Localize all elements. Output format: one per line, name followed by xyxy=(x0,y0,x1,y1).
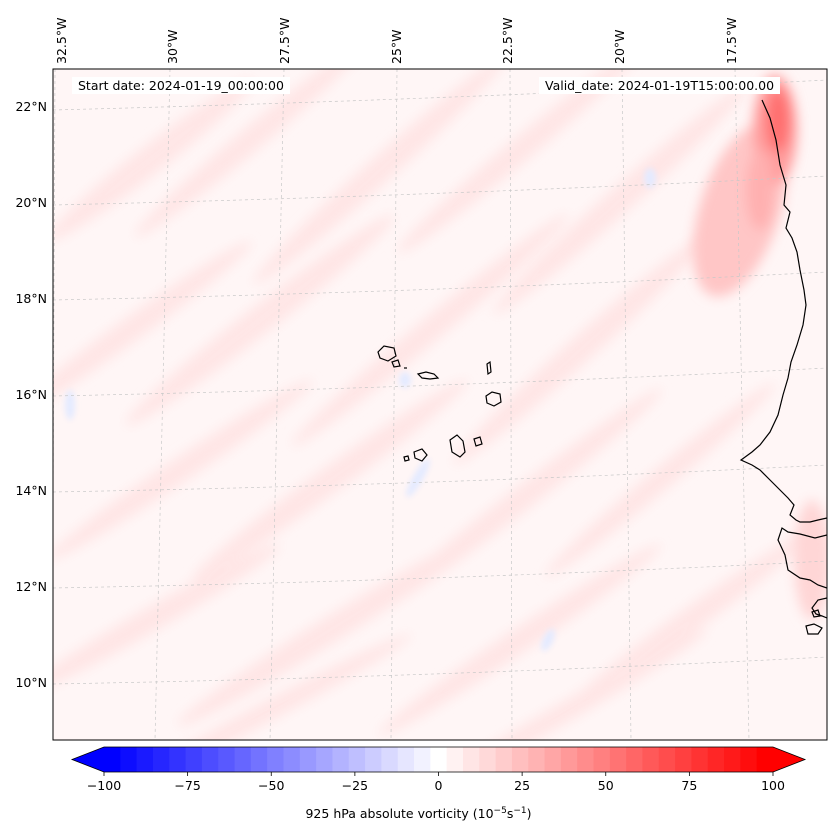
colorbar-label: 925 hPa absolute vorticity (10−5s−1) xyxy=(0,806,837,821)
colorbar-segment xyxy=(136,747,154,772)
colorbar-segment xyxy=(691,747,709,772)
lon-label-25w: 25°W xyxy=(389,29,404,64)
lon-label-32-5w: 32.5°W xyxy=(54,18,69,64)
island-santo-antao xyxy=(377,345,397,362)
island-santiago xyxy=(449,434,466,458)
colorbar-segment xyxy=(511,747,529,772)
colorbar-segment xyxy=(707,747,725,772)
lat-label-12n: 12°N xyxy=(15,579,47,594)
colorbar-segment xyxy=(626,747,644,772)
colorbar-label-exponent-2: −1 xyxy=(513,806,527,816)
island-sao-vicente xyxy=(391,359,401,368)
lon-label-22-5w: 22.5°W xyxy=(500,18,515,64)
map-gridlines xyxy=(53,69,827,740)
colorbar-segment xyxy=(250,747,268,772)
colorbar-segment xyxy=(348,747,366,772)
lat-label-10n: 10°N xyxy=(15,675,47,690)
colorbar-segment xyxy=(675,747,693,772)
colorbar-segment xyxy=(577,747,595,772)
vorticity-bands xyxy=(53,69,812,740)
colorbar-segment xyxy=(365,747,382,772)
colorbar-label-suffix: ) xyxy=(526,806,532,822)
colorbar-segment xyxy=(756,747,774,772)
island-sao-nicolau xyxy=(416,371,440,380)
lat-label-22n: 22°N xyxy=(15,99,47,114)
bijagos-islands xyxy=(805,609,823,635)
colorbar-tick-label: −100 xyxy=(87,778,121,793)
colorbar-segment xyxy=(430,747,448,772)
colorbar-segment xyxy=(446,747,464,772)
longitude-labels: 32.5°W 30°W 27.5°W 25°W 22.5°W 20°W 17.5… xyxy=(54,18,739,64)
colorbar-tick-label: 0 xyxy=(435,778,443,793)
lon-label-30w: 30°W xyxy=(165,29,180,64)
colorbar-segment xyxy=(283,747,301,772)
colorbar-tick-label: −75 xyxy=(174,778,200,793)
colorbar-segment xyxy=(185,747,203,772)
colorbar-segment xyxy=(234,747,252,772)
vorticity-field xyxy=(53,69,827,740)
colorbar-max-extension xyxy=(773,747,805,772)
colorbar-label-prefix: 925 hPa absolute vorticity (10 xyxy=(305,806,494,822)
colorbar-segment xyxy=(299,747,317,772)
colorbar-label-exponent-1: −5 xyxy=(493,806,507,816)
colorbar-segment xyxy=(104,747,121,772)
island-boa-vista xyxy=(485,391,502,407)
island-fogo xyxy=(413,448,428,462)
colorbar-tick-label: 50 xyxy=(598,778,614,793)
colorbar-segment xyxy=(332,747,350,772)
coastal-vorticity-maximum xyxy=(692,75,827,620)
negative-vorticity-patches xyxy=(65,168,656,652)
colorbar-segment xyxy=(724,747,741,772)
colorbar-segment xyxy=(218,747,236,772)
lat-label-16n: 16°N xyxy=(15,387,47,402)
map-frame xyxy=(52,68,828,741)
colorbar-segment xyxy=(495,747,513,772)
lat-label-14n: 14°N xyxy=(15,483,47,498)
coastline-south xyxy=(777,527,827,589)
colorbar-ticks: −100 −75 −50 −25 0 25 50 75 100 xyxy=(87,772,785,793)
start-date-label: Start date: 2024-01-19_00:00:00 xyxy=(72,77,290,94)
colorbar-label-unit-s: s xyxy=(506,806,514,822)
colorbar-segment xyxy=(528,747,546,772)
colorbar-segment xyxy=(201,747,219,772)
colorbar-segment xyxy=(560,747,578,772)
colorbar-tick-label: 100 xyxy=(761,778,785,793)
valid-date-label: Valid_date: 2024-01-19T15:00:00.00 xyxy=(539,77,781,94)
colorbar-tick-label: 75 xyxy=(681,778,697,793)
colorbar-segment xyxy=(267,747,285,772)
lat-label-20n: 20°N xyxy=(15,195,47,210)
colorbar-segment xyxy=(609,747,627,772)
colorbar-segment xyxy=(658,747,676,772)
island-maio xyxy=(473,436,483,447)
colorbar-tick-label: 25 xyxy=(514,778,530,793)
coastline xyxy=(377,99,827,635)
colorbar-segment xyxy=(740,747,758,772)
colorbar-segment xyxy=(462,747,480,772)
colorbar-min-extension xyxy=(72,747,104,772)
colorbar xyxy=(70,746,807,773)
africa-coastline xyxy=(739,99,827,523)
colorbar-segment xyxy=(152,747,170,772)
colorbar-segment xyxy=(397,747,415,772)
lon-label-17-5w: 17.5°W xyxy=(724,18,739,64)
lon-label-20w: 20°W xyxy=(612,29,627,64)
colorbar-tick-label: −25 xyxy=(342,778,368,793)
colorbar-segment xyxy=(593,747,611,772)
colorbar-segment xyxy=(479,747,497,772)
colorbar-segment xyxy=(169,747,187,772)
island-brava xyxy=(403,455,410,462)
latitude-labels: 22°N 20°N 18°N 16°N 14°N 12°N 10°N xyxy=(15,99,47,690)
colorbar-segment xyxy=(642,747,660,772)
lat-label-18n: 18°N xyxy=(15,291,47,306)
colorbar-segment xyxy=(120,747,138,772)
colorbar-segment xyxy=(316,747,334,772)
colorbar-segment xyxy=(381,747,399,772)
lon-label-27-5w: 27.5°W xyxy=(277,18,292,64)
colorbar-tick-label: −50 xyxy=(258,778,284,793)
island-sal xyxy=(486,360,492,376)
colorbar-segment xyxy=(544,747,562,772)
colorbar-segment xyxy=(414,747,431,772)
